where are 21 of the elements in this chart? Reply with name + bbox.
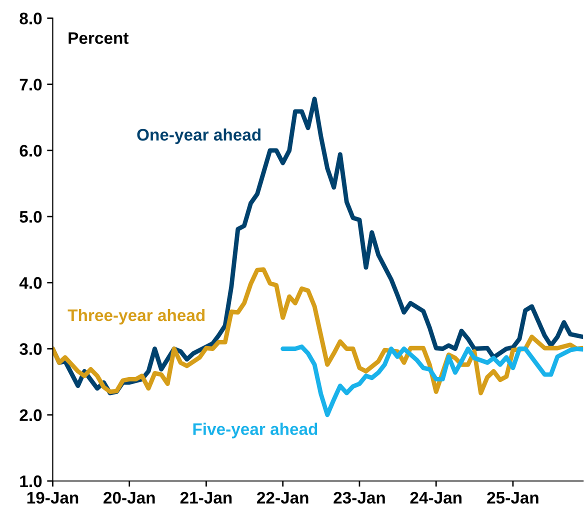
y-tick-label: 1.0 bbox=[20, 475, 42, 488]
y-tick-label: 8.0 bbox=[20, 12, 42, 24]
x-tick-label: 24-Jan bbox=[410, 492, 462, 504]
line-series bbox=[280, 344, 584, 418]
x-tick-label: 19-Jan bbox=[27, 492, 78, 504]
y-tick-label: 4.0 bbox=[19, 277, 42, 289]
line-series bbox=[52, 267, 584, 396]
y-tick-label: 7.0 bbox=[20, 78, 42, 91]
y-tick-label: 3.0 bbox=[20, 343, 42, 355]
x-tick-label: 21-Jan bbox=[180, 492, 232, 504]
series-label: Three-year ahead bbox=[68, 308, 205, 324]
y-tick-label: 6.0 bbox=[20, 144, 42, 157]
series-label: Five-year ahead bbox=[193, 422, 318, 438]
x-tick-label: 23-Jan bbox=[334, 492, 385, 504]
y-axis-title: Percent bbox=[68, 32, 129, 44]
x-tick-label: 25-Jan bbox=[487, 492, 538, 504]
y-tick-label: 2.0 bbox=[20, 409, 42, 422]
series-label: One-year ahead bbox=[137, 128, 260, 144]
x-tick-label: 22-Jan bbox=[257, 492, 308, 504]
x-tick-label: 20-Jan bbox=[104, 492, 155, 504]
y-tick-label: 5.0 bbox=[20, 210, 42, 223]
